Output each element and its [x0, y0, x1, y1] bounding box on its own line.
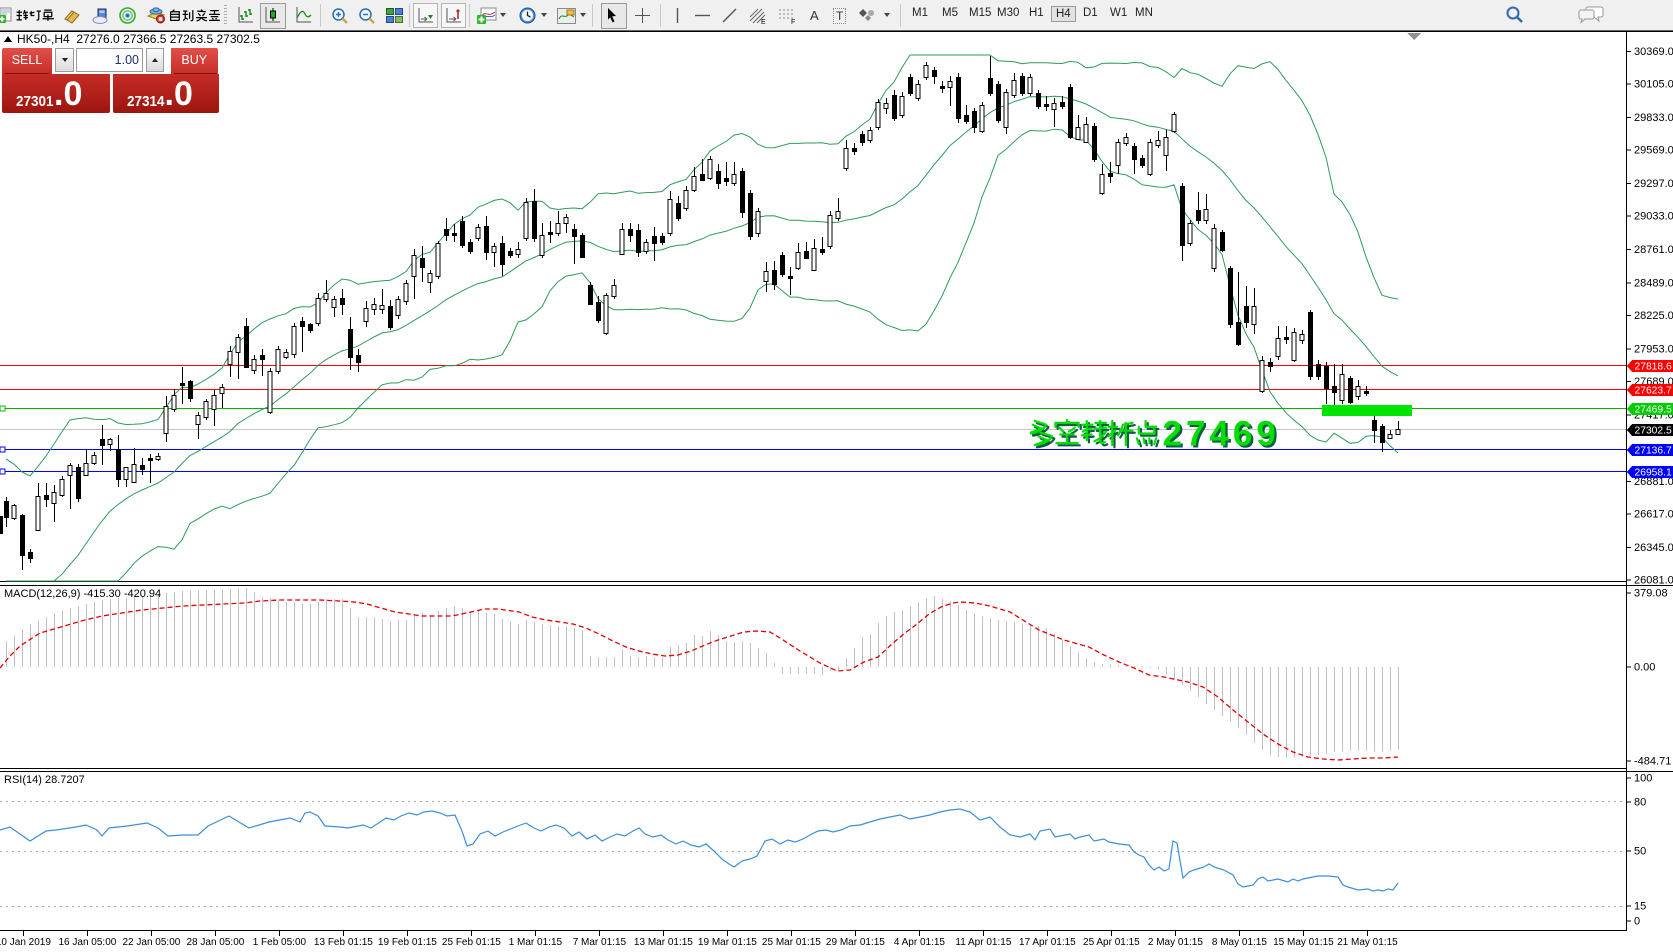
- svg-text:25 Apr 01:15: 25 Apr 01:15: [1083, 937, 1140, 948]
- svg-text:22 Jan 05:00: 22 Jan 05:00: [122, 937, 180, 948]
- svg-text:E: E: [761, 19, 766, 25]
- svg-text:F: F: [791, 19, 795, 25]
- svg-text:27469: 27469: [1163, 415, 1280, 454]
- svg-text:30369.0: 30369.0: [1634, 46, 1673, 58]
- svg-text:27136.7: 27136.7: [1635, 446, 1672, 457]
- svg-text:100: 100: [1634, 773, 1652, 785]
- svg-text:2 May 01:15: 2 May 01:15: [1148, 937, 1203, 948]
- svg-text:27623.7: 27623.7: [1635, 386, 1672, 397]
- svg-text:0: 0: [1634, 916, 1640, 928]
- svg-text:26881.0: 26881.0: [1634, 476, 1673, 488]
- svg-text:26081.0: 26081.0: [1634, 574, 1673, 586]
- svg-text:10 Jan 2019: 10 Jan 2019: [0, 937, 51, 948]
- svg-text:11 Apr 01:15: 11 Apr 01:15: [955, 937, 1011, 948]
- svg-text:29 Mar 01:15: 29 Mar 01:15: [826, 937, 885, 948]
- svg-text:28761.0: 28761.0: [1634, 244, 1673, 256]
- svg-text:8 May 01:15: 8 May 01:15: [1212, 937, 1267, 948]
- svg-text:15 May 01:15: 15 May 01:15: [1273, 937, 1334, 948]
- svg-text:26345.0: 26345.0: [1634, 542, 1673, 554]
- svg-text:1 Mar 01:15: 1 Mar 01:15: [509, 937, 563, 948]
- svg-text:17 Apr 01:15: 17 Apr 01:15: [1019, 937, 1076, 948]
- svg-text:28 Jan 05:00: 28 Jan 05:00: [186, 937, 244, 948]
- svg-text:30105.0: 30105.0: [1634, 79, 1673, 91]
- svg-text:0.00: 0.00: [1634, 662, 1655, 674]
- svg-text:25 Feb 01:15: 25 Feb 01:15: [442, 937, 501, 948]
- svg-text:28225.0: 28225.0: [1634, 310, 1673, 322]
- svg-text:7 Mar 01:15: 7 Mar 01:15: [573, 937, 627, 948]
- svg-text:19 Feb 01:15: 19 Feb 01:15: [378, 937, 437, 948]
- svg-text:1 Feb 05:00: 1 Feb 05:00: [253, 937, 307, 948]
- svg-text:29833.0: 29833.0: [1634, 112, 1673, 124]
- svg-text:15: 15: [1634, 901, 1646, 913]
- svg-text:29569.0: 29569.0: [1634, 145, 1673, 157]
- svg-text:MACD(12,26,9) -415.30 -420.94: MACD(12,26,9) -415.30 -420.94: [4, 588, 161, 600]
- svg-text:27469.5: 27469.5: [1635, 405, 1672, 416]
- svg-text:27818.6: 27818.6: [1635, 362, 1672, 373]
- svg-text:25 Mar 01:15: 25 Mar 01:15: [762, 937, 821, 948]
- svg-text:50: 50: [1634, 846, 1646, 858]
- svg-text:26617.0: 26617.0: [1634, 508, 1673, 520]
- svg-text:4 Apr 01:15: 4 Apr 01:15: [894, 937, 946, 948]
- svg-text:26958.1: 26958.1: [1635, 468, 1672, 479]
- svg-text:13 Feb 01:15: 13 Feb 01:15: [314, 937, 373, 948]
- svg-text:-484.71: -484.71: [1634, 756, 1671, 768]
- svg-text:21 May 01:15: 21 May 01:15: [1337, 937, 1398, 948]
- svg-text:29033.0: 29033.0: [1634, 211, 1673, 223]
- svg-text:29297.0: 29297.0: [1634, 178, 1673, 190]
- svg-text:13 Mar 01:15: 13 Mar 01:15: [634, 937, 693, 948]
- svg-text:27302.5: 27302.5: [1635, 426, 1672, 437]
- svg-text:28489.0: 28489.0: [1634, 278, 1673, 290]
- svg-text:HK50-,H4 27276.0 27366.5 2726: HK50-,H4 27276.0 27366.5 27263.5 27302.5: [17, 32, 260, 46]
- svg-text:379.08: 379.08: [1634, 588, 1668, 600]
- svg-text:27469: 27469: [1165, 417, 1282, 456]
- svg-text:27953.0: 27953.0: [1634, 344, 1673, 356]
- svg-text:80: 80: [1634, 797, 1646, 809]
- svg-text:RSI(14) 28.7207: RSI(14) 28.7207: [4, 774, 85, 786]
- svg-text:19 Mar 01:15: 19 Mar 01:15: [698, 937, 757, 948]
- svg-text:16 Jan 05:00: 16 Jan 05:00: [58, 937, 116, 948]
